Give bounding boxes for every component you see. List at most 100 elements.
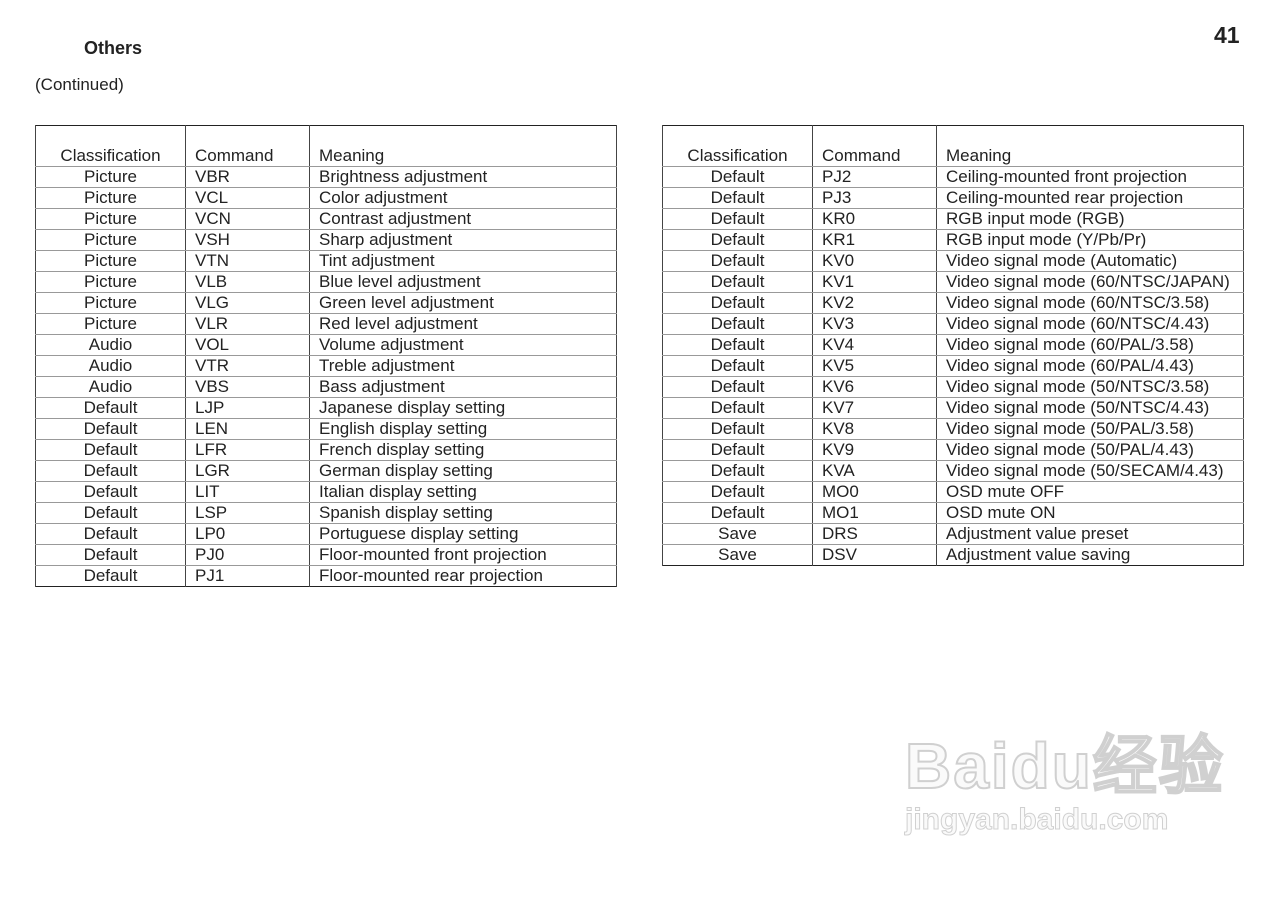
table-row: Default KV6 Video signal mode (50/NTSC/3.5… xyxy=(662,376,1244,398)
cell-command: VBS xyxy=(185,376,310,398)
cell-meaning: Treble adjustment xyxy=(309,355,617,377)
table-row: Picture VSH Sharp adjustment xyxy=(35,229,617,251)
cell-meaning: Japanese display setting xyxy=(309,397,617,419)
table-row: Default KR1 RGB input mode (Y/Pb/Pr) xyxy=(662,229,1244,251)
table-row: Default MO1 OSD mute ON xyxy=(662,502,1244,524)
cell-classification: Default xyxy=(662,187,813,209)
header-command: Command xyxy=(812,125,937,167)
watermark-logo: Baidu经验 xyxy=(904,729,1225,803)
table-row: Default KVA Video signal mode (50/SECAM/4.… xyxy=(662,460,1244,482)
cell-command: VCN xyxy=(185,208,310,230)
cell-meaning: Video signal mode (60/NTSC/4.43) xyxy=(936,313,1244,335)
cell-command: VCL xyxy=(185,187,310,209)
cell-meaning: OSD mute OFF xyxy=(936,481,1244,503)
table-row: Default LGR German display setting xyxy=(35,460,617,482)
cell-command: KV3 xyxy=(812,313,937,335)
table-row: Default KV5 Video signal mode (60/PAL/4.43… xyxy=(662,355,1244,377)
cell-meaning: OSD mute ON xyxy=(936,502,1244,524)
cell-meaning: Video signal mode (50/SECAM/4.43) xyxy=(936,460,1244,482)
cell-command: LIT xyxy=(185,481,310,503)
cell-meaning: Red level adjustment xyxy=(309,313,617,335)
cell-classification: Default xyxy=(662,166,813,188)
header-meaning: Meaning xyxy=(936,125,1244,167)
header-command: Command xyxy=(185,125,310,167)
cell-meaning: Adjustment value saving xyxy=(936,544,1244,566)
cell-classification: Default xyxy=(662,502,813,524)
table-row: Default LFR French display setting xyxy=(35,439,617,461)
cell-classification: Picture xyxy=(35,292,186,314)
cell-meaning: Volume adjustment xyxy=(309,334,617,356)
cell-meaning: Italian display setting xyxy=(309,481,617,503)
table-row: Default KV9 Video signal mode (50/PAL/4.43… xyxy=(662,439,1244,461)
table-row: Picture VCN Contrast adjustment xyxy=(35,208,617,230)
cell-meaning: Sharp adjustment xyxy=(309,229,617,251)
cell-command: VLR xyxy=(185,313,310,335)
section-title: Others xyxy=(84,38,143,58)
cell-meaning: Video signal mode (60/NTSC/JAPAN) xyxy=(936,271,1244,293)
cell-meaning: Video signal mode (Automatic) xyxy=(936,250,1244,272)
table-row: Default PJ2 Ceiling-mounted front projecti… xyxy=(662,166,1244,188)
table-row: Default KV0 Video signal mode (Automatic) xyxy=(662,250,1244,272)
command-table-right: Classification Command Meaning Default PJ… xyxy=(662,125,1244,566)
cell-command: VLG xyxy=(185,292,310,314)
cell-command: VTN xyxy=(185,250,310,272)
cell-meaning: Video signal mode (50/NTSC/4.43) xyxy=(936,397,1244,419)
cell-command: VTR xyxy=(185,355,310,377)
cell-command: PJ3 xyxy=(812,187,937,209)
cell-meaning: Video signal mode (50/PAL/3.58) xyxy=(936,418,1244,440)
cell-classification: Default xyxy=(35,439,186,461)
table-row: Picture VLB Blue level adjustment xyxy=(35,271,617,293)
cell-meaning: Portuguese display setting xyxy=(309,523,617,545)
cell-meaning: Contrast adjustment xyxy=(309,208,617,230)
table-row: Default KV7 Video signal mode (50/NTSC/4.4… xyxy=(662,397,1244,419)
cell-command: KV5 xyxy=(812,355,937,377)
cell-classification: Default xyxy=(35,397,186,419)
cell-command: KV9 xyxy=(812,439,937,461)
table-row: Save DRS Adjustment value preset xyxy=(662,523,1244,545)
cell-classification: Audio xyxy=(35,376,186,398)
cell-meaning: Blue level adjustment xyxy=(309,271,617,293)
cell-command: VSH xyxy=(185,229,310,251)
cell-classification: Default xyxy=(35,460,186,482)
cell-classification: Default xyxy=(35,481,186,503)
table-row: Default LEN English display setting xyxy=(35,418,617,440)
cell-classification: Default xyxy=(662,481,813,503)
cell-classification: Default xyxy=(35,565,186,587)
table-row: Default KV4 Video signal mode (60/PAL/3.58… xyxy=(662,334,1244,356)
cell-meaning: Brightness adjustment xyxy=(309,166,617,188)
cell-classification: Default xyxy=(35,544,186,566)
table-row: Default PJ1 Floor-mounted rear projection xyxy=(35,565,617,587)
cell-classification: Default xyxy=(662,313,813,335)
cell-classification: Picture xyxy=(35,187,186,209)
table-row: Default KR0 RGB input mode (RGB) xyxy=(662,208,1244,230)
cell-command: KV4 xyxy=(812,334,937,356)
cell-meaning: Ceiling-mounted rear projection xyxy=(936,187,1244,209)
cell-command: KV1 xyxy=(812,271,937,293)
cell-classification: Picture xyxy=(35,250,186,272)
table-row: Default PJ0 Floor-mounted front projection xyxy=(35,544,617,566)
cell-meaning: Video signal mode (50/NTSC/3.58) xyxy=(936,376,1244,398)
table-row: Default PJ3 Ceiling-mounted rear projectio… xyxy=(662,187,1244,209)
cell-classification: Default xyxy=(662,208,813,230)
header-meaning: Meaning xyxy=(309,125,617,167)
cell-classification: Default xyxy=(662,376,813,398)
cell-meaning: Floor-mounted rear projection xyxy=(309,565,617,587)
cell-meaning: Video signal mode (60/PAL/4.43) xyxy=(936,355,1244,377)
table-row: Default KV1 Video signal mode (60/NTSC/JAP… xyxy=(662,271,1244,293)
cell-command: KV7 xyxy=(812,397,937,419)
table-row: Default KV2 Video signal mode (60/NTSC/3.5… xyxy=(662,292,1244,314)
cell-command: LP0 xyxy=(185,523,310,545)
cell-meaning: Ceiling-mounted front projection xyxy=(936,166,1244,188)
table-row: Save DSV Adjustment value saving xyxy=(662,544,1244,566)
cell-meaning: Bass adjustment xyxy=(309,376,617,398)
cell-classification: Picture xyxy=(35,271,186,293)
cell-meaning: Color adjustment xyxy=(309,187,617,209)
cell-classification: Picture xyxy=(35,229,186,251)
cell-command: KV2 xyxy=(812,292,937,314)
table-row: Default LJP Japanese display setting xyxy=(35,397,617,419)
table-row: Picture VBR Brightness adjustment xyxy=(35,166,617,188)
table-row: Audio VBS Bass adjustment xyxy=(35,376,617,398)
cell-classification: Default xyxy=(662,460,813,482)
cell-meaning: English display setting xyxy=(309,418,617,440)
cell-meaning: Video signal mode (60/PAL/3.58) xyxy=(936,334,1244,356)
